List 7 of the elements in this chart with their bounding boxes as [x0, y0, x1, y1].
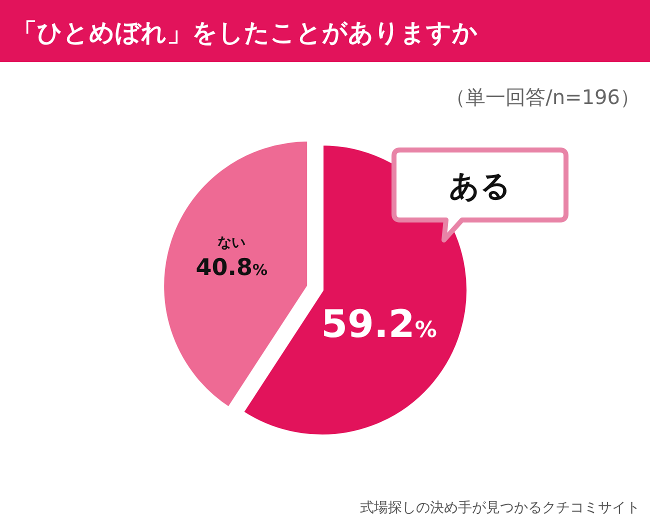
text: 式場探しの決め手が見つかるクチコミサイト: [360, 500, 640, 516]
data-label: 59.2%: [321, 302, 437, 346]
slice-label: ある: [449, 169, 511, 204]
chart-subtitle: （単一回答/n=196）: [446, 85, 640, 109]
data-label: 40.8%: [196, 255, 268, 282]
chart-title: 「ひとめぼれ」をしたことがありますか: [12, 18, 478, 47]
slice-label: ない: [218, 235, 246, 252]
